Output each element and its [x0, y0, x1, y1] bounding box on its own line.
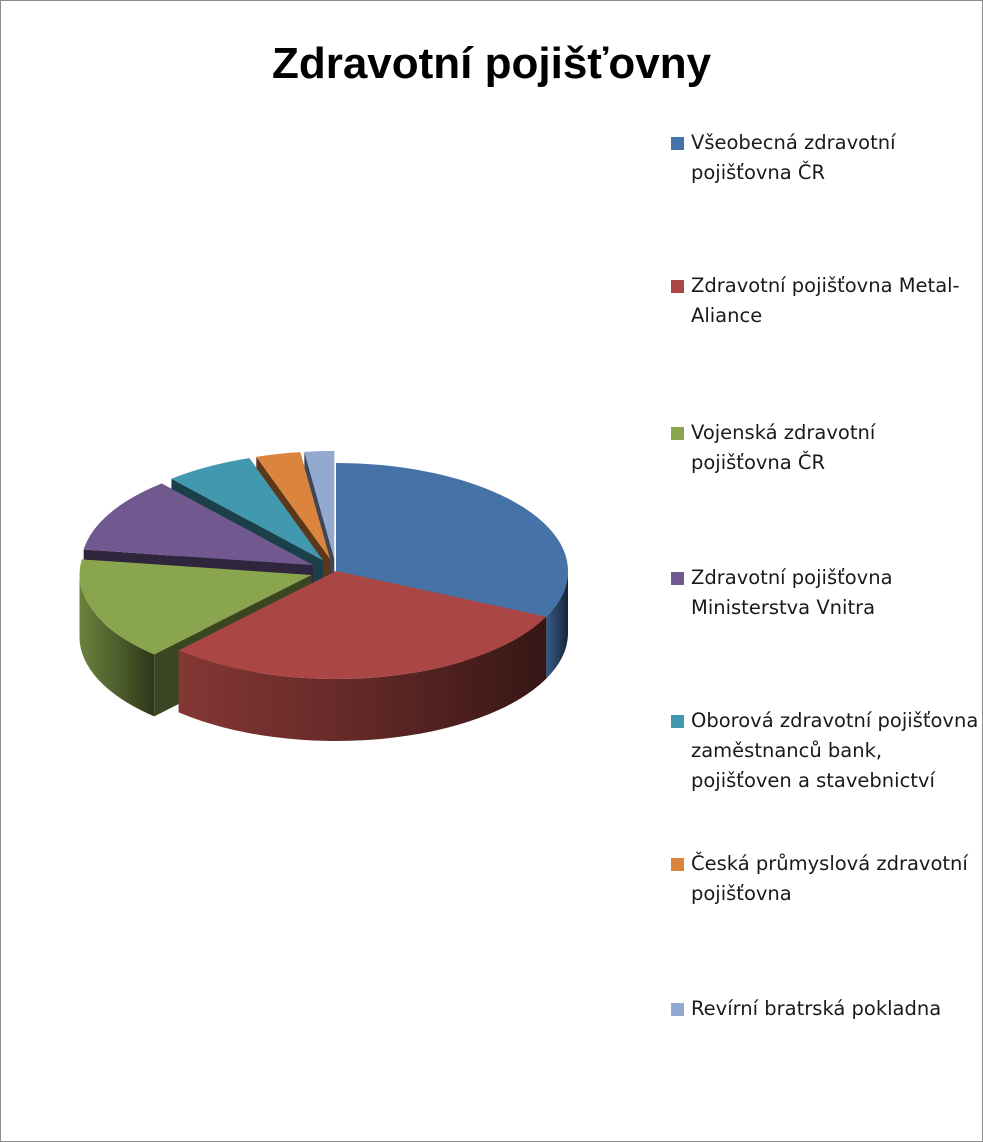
- legend-swatch: [671, 715, 684, 728]
- legend-item: Oborová zdravotní pojišťovna zaměstnanců…: [669, 706, 981, 796]
- pie-slice-wall-3: [79, 575, 155, 717]
- legend-item: Česká průmyslová zdravotní pojišťovna: [669, 849, 981, 909]
- pie-slice-3: [79, 559, 312, 655]
- legend-swatch: [671, 1003, 684, 1016]
- legend-label: Oborová zdravotní pojišťovna zaměstnanců…: [691, 709, 979, 792]
- pie-slice-4: [83, 483, 314, 566]
- pie-slice-6: [256, 452, 331, 560]
- legend-label: Všeobecná zdravotní pojišťovna ČR: [691, 131, 896, 184]
- legend-label: Revírní bratrská pokladna: [691, 997, 942, 1020]
- legend-swatch: [671, 427, 684, 440]
- legend-swatch: [671, 137, 684, 150]
- pie-slice-wall-2: [178, 616, 547, 741]
- chart-title: Zdravotní pojišťovny: [271, 39, 712, 88]
- pie-slice-wall-1: [546, 571, 568, 679]
- pie-slice-7: [304, 450, 335, 559]
- legend-swatch: [671, 280, 684, 293]
- legend-item: Všeobecná zdravotní pojišťovna ČR: [669, 128, 981, 188]
- pie-slice-2: [178, 571, 547, 680]
- pie-slice-1: [336, 463, 569, 617]
- legend-item: Zdravotní pojišťovna Metal-Aliance: [669, 271, 981, 331]
- legend-item: Vojenská zdravotní pojišťovna ČR: [669, 418, 981, 478]
- legend-item: Revírní bratrská pokladna: [669, 994, 981, 1024]
- legend-swatch: [671, 858, 684, 871]
- legend-label: Česká průmyslová zdravotní pojišťovna: [691, 852, 968, 905]
- legend-label: Vojenská zdravotní pojišťovna ČR: [691, 421, 876, 474]
- legend-swatch: [671, 572, 684, 585]
- legend-item: Zdravotní pojišťovna Ministerstva Vnitra: [669, 563, 981, 623]
- legend-label: Zdravotní pojišťovna Ministerstva Vnitra: [691, 566, 893, 619]
- legend-label: Zdravotní pojišťovna Metal-Aliance: [691, 274, 960, 327]
- pie-slice-5: [171, 458, 324, 561]
